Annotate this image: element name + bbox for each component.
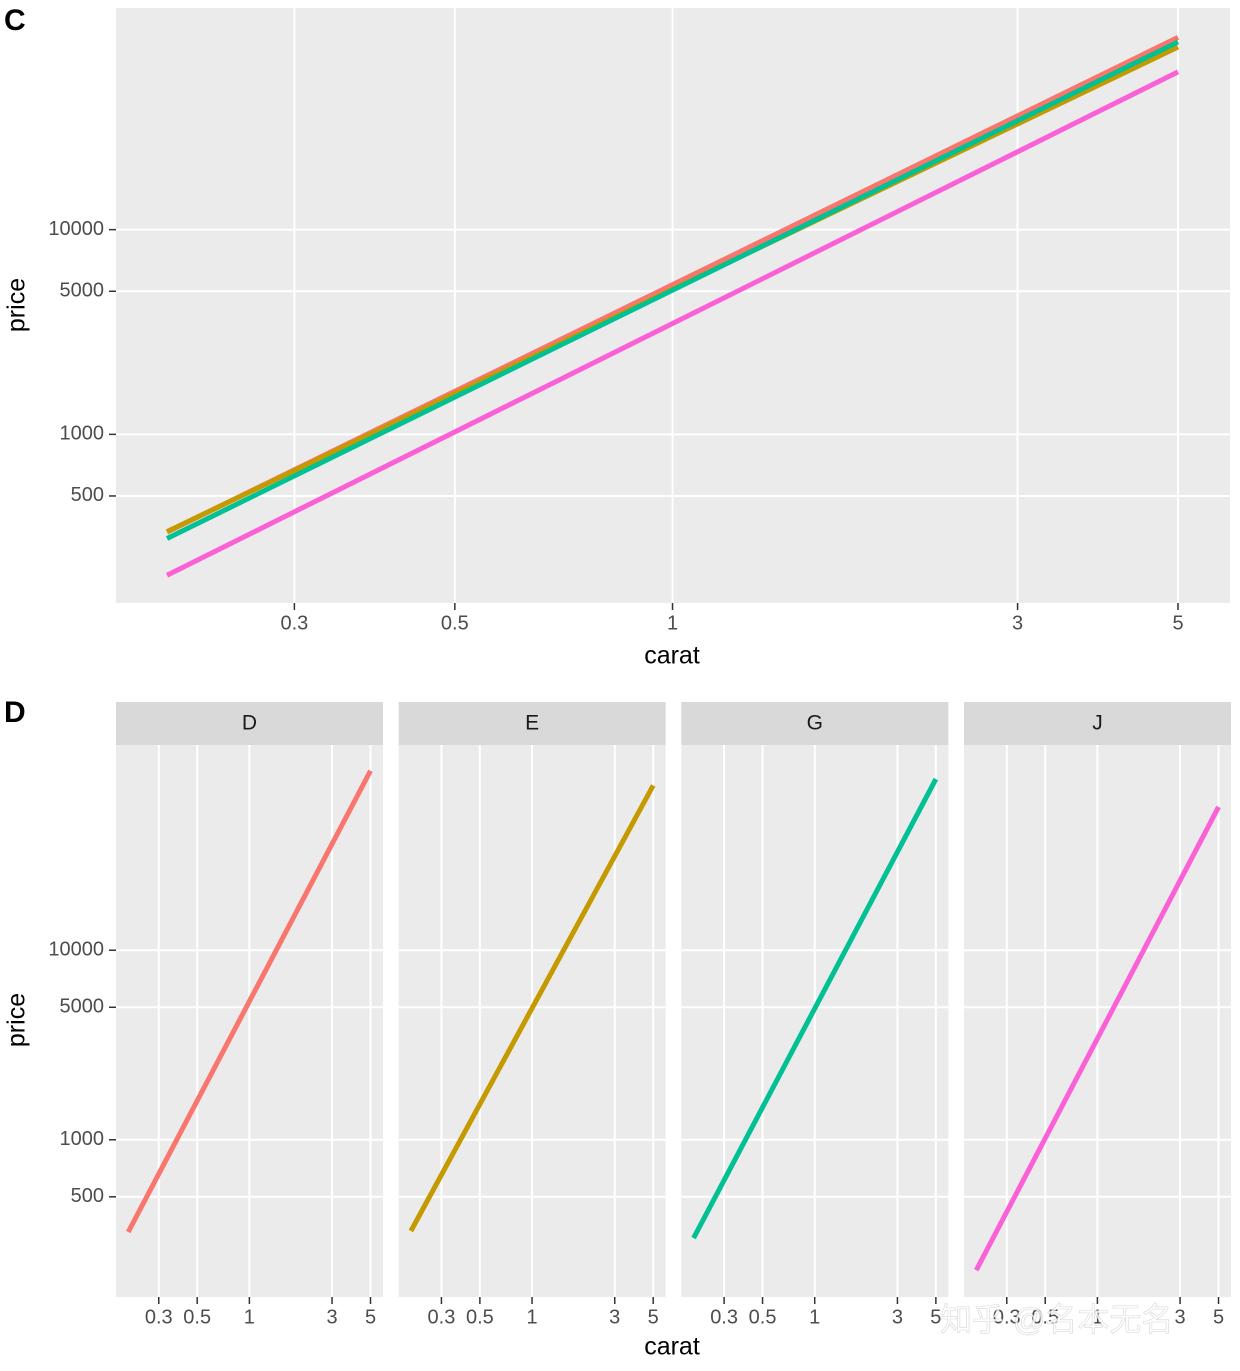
strip-label: G — [807, 712, 823, 735]
y-axis-title: price — [3, 278, 31, 332]
x-tick-label: 0.5 — [749, 1306, 777, 1328]
y-axis-title: price — [3, 993, 31, 1047]
facet-strip — [681, 702, 949, 745]
watermark: 知乎 @名本无名 — [940, 1301, 1173, 1337]
facet-strip — [116, 702, 383, 745]
x-tick-label: 0.3 — [428, 1306, 456, 1328]
x-axis-title: carat — [644, 1333, 700, 1361]
y-tick-label: 1000 — [60, 1128, 105, 1150]
y-tick-label: 10000 — [48, 218, 104, 240]
x-tick-label: 1 — [809, 1306, 820, 1328]
facet-strip — [964, 702, 1231, 745]
x-tick-label: 5 — [648, 1306, 659, 1328]
line — [691, 777, 939, 1240]
y-tick-label: 5000 — [60, 280, 105, 302]
line — [165, 39, 1180, 541]
x-tick-label: 0.3 — [710, 1306, 738, 1328]
x-tick-label: 3 — [1175, 1306, 1186, 1328]
strip-label: J — [1092, 712, 1103, 735]
strip-label: E — [525, 712, 539, 735]
x-axis-title: carat — [644, 642, 700, 670]
y-tick-label: 500 — [71, 484, 104, 506]
x-tick-label: 0.5 — [441, 612, 469, 634]
y-tick-label: 10000 — [48, 938, 104, 960]
x-tick-label: 1 — [667, 612, 678, 634]
y-tick-label: 500 — [71, 1185, 104, 1207]
x-tick-label: 5 — [365, 1306, 376, 1328]
x-tick-label: 5 — [1213, 1306, 1224, 1328]
x-tick-label: 3 — [609, 1306, 620, 1328]
x-tick-label: 0.5 — [466, 1306, 494, 1328]
x-tick-label: 3 — [1012, 612, 1023, 634]
x-tick-label: 0.3 — [145, 1306, 173, 1328]
y-tick-label: 1000 — [60, 423, 105, 445]
line — [974, 805, 1221, 1272]
y-tick-label: 5000 — [60, 996, 105, 1018]
strip-label: D — [242, 712, 257, 735]
x-tick-label: 1 — [526, 1306, 537, 1328]
x-tick-label: 0.3 — [280, 612, 308, 634]
x-tick-label: 5 — [1172, 612, 1183, 634]
x-tick-label: 0.3 — [993, 1306, 1021, 1328]
line — [408, 784, 656, 1233]
line — [165, 69, 1180, 578]
x-tick-label: 0.5 — [183, 1306, 211, 1328]
x-tick-label: 1 — [244, 1306, 255, 1328]
x-tick-label: 3 — [892, 1306, 903, 1328]
plots: 500 1000 5000 10000 0.3 0.5 1 3 5 D 500 1000 5000 100… — [48, 8, 1231, 1328]
x-tick-label: 0.5 — [1031, 1306, 1059, 1328]
x-tick-label: 1 — [1092, 1306, 1103, 1328]
facet-strip — [398, 702, 666, 745]
x-tick-label: 3 — [327, 1306, 338, 1328]
panel-label: D — [4, 696, 26, 729]
panel-label: C — [4, 4, 26, 37]
line — [126, 769, 373, 1234]
x-tick-label: 5 — [930, 1306, 941, 1328]
